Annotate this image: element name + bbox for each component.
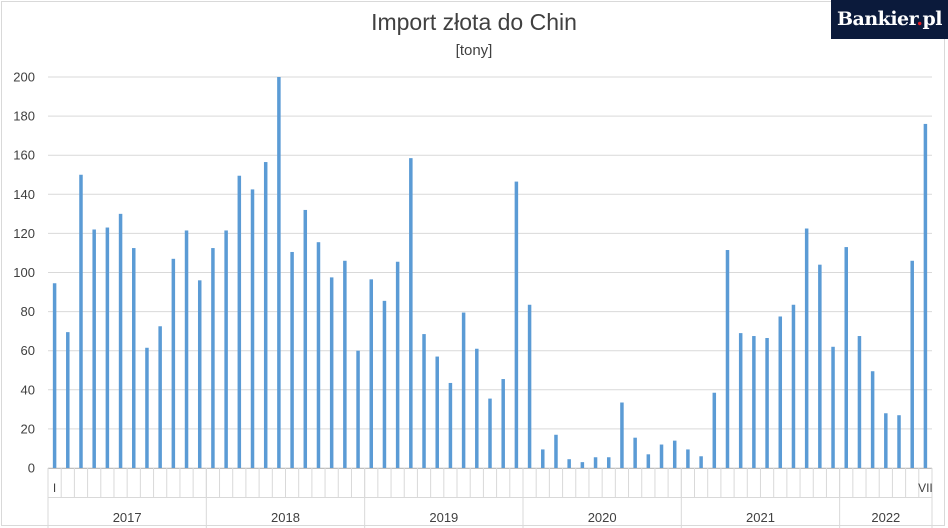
bar (369, 279, 374, 468)
bar (329, 277, 334, 468)
bar (699, 456, 703, 468)
bar (593, 457, 598, 468)
bar (646, 454, 651, 468)
bar (514, 181, 519, 468)
year-label: 2018 (271, 510, 300, 525)
bar (791, 304, 796, 468)
y-tick-label: 40 (21, 382, 35, 397)
bar (343, 260, 347, 468)
y-tick-label: 200 (13, 70, 35, 85)
bar (554, 434, 558, 468)
bar (92, 229, 96, 468)
bar (857, 336, 862, 468)
year-label: 2021 (746, 510, 775, 525)
bar (897, 415, 901, 468)
bar (277, 77, 281, 468)
month-label-last: VII (918, 481, 933, 495)
year-label: 2019 (429, 510, 458, 525)
bar (633, 437, 637, 468)
bar (435, 356, 439, 468)
bar (145, 347, 149, 468)
bar (395, 261, 400, 468)
bar (686, 449, 690, 468)
bar (52, 283, 57, 468)
bar (606, 457, 611, 468)
bar (132, 248, 136, 468)
bar (501, 379, 505, 468)
bar (263, 162, 268, 469)
bar (211, 248, 215, 468)
bar (250, 189, 255, 468)
bar (567, 459, 571, 468)
bar (224, 230, 228, 468)
bar (290, 251, 294, 468)
year-label: 2022 (871, 510, 900, 525)
bar (66, 332, 70, 468)
bar (831, 346, 835, 468)
bar (237, 175, 242, 469)
bar (620, 402, 624, 468)
bar (303, 209, 308, 468)
y-tick-label: 20 (21, 421, 35, 436)
y-tick-label: 60 (21, 343, 35, 358)
chart-title: Import złota do Chin (371, 9, 577, 35)
y-tick-label: 180 (13, 109, 35, 124)
bar (422, 334, 426, 468)
bar (910, 260, 914, 468)
month-label-first: I (53, 481, 56, 495)
bar (580, 462, 585, 468)
y-tick-label: 100 (13, 265, 35, 280)
bar (778, 316, 783, 468)
bar (870, 371, 875, 468)
bar (118, 213, 123, 468)
bar (752, 336, 756, 468)
bar (818, 264, 822, 468)
bankier-logo: Bankier.pl (831, 0, 948, 39)
bar (765, 337, 769, 468)
bar (382, 300, 387, 468)
y-tick-label: 120 (13, 226, 35, 241)
chart-subtitle: [tony] (455, 42, 493, 59)
bar (884, 413, 888, 468)
year-label: 2020 (588, 510, 617, 525)
bar (844, 247, 848, 468)
bar (448, 382, 453, 468)
bar (672, 440, 677, 468)
year-label: 2017 (113, 510, 142, 525)
bar (184, 230, 189, 468)
bar (923, 123, 928, 469)
bar (356, 350, 360, 468)
bar (738, 333, 743, 468)
y-tick-label: 160 (13, 148, 35, 163)
bar (171, 258, 176, 468)
bar (804, 228, 809, 468)
bar (105, 227, 110, 468)
bar (725, 250, 730, 468)
y-tick-label: 140 (13, 187, 35, 202)
bar (409, 158, 413, 468)
bar (712, 392, 717, 468)
bar (475, 348, 479, 468)
bar (316, 242, 321, 468)
bar (541, 449, 545, 468)
bar (197, 280, 202, 468)
bar (527, 304, 532, 468)
bar (659, 444, 664, 468)
bar (461, 312, 466, 468)
bar (79, 174, 83, 468)
y-tick-label: 0 (28, 461, 35, 476)
bar (158, 326, 162, 468)
y-tick-label: 80 (21, 304, 35, 319)
bar (488, 398, 492, 468)
